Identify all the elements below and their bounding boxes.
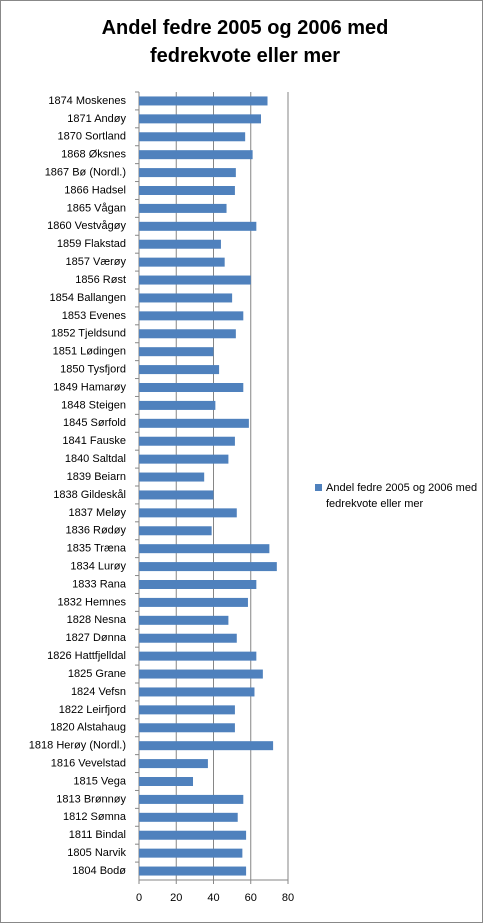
y-tick-label: 1840 Saltdal [65,453,126,465]
bar [139,436,235,446]
y-tick-label: 1815 Vega [73,775,126,787]
legend-swatch [315,484,322,491]
bar [139,150,253,160]
bar [139,454,229,464]
y-tick-label: 1834 Lurøy [70,560,126,572]
bar [139,257,225,267]
y-tick-label: 1868 Øksnes [61,149,126,161]
y-tick-label: 1857 Værøy [65,256,126,268]
bar [139,687,255,697]
y-tick-label: 1870 Sortland [58,131,127,143]
y-tick-label: 1853 Evenes [62,310,127,322]
y-tick-label: 1827 Dønna [65,632,126,644]
x-tick-label: 60 [245,892,257,904]
bar [139,526,212,536]
bar [139,723,235,733]
bar [139,705,235,715]
y-tick-label: 1852 Tjeldsund [51,328,126,340]
y-tick-label: 1851 Lødingen [53,346,126,358]
y-tick-label: 1820 Alstahaug [50,722,126,734]
y-tick-label: 1874 Moskenes [48,95,126,107]
y-tick-label: 1832 Hemnes [58,596,127,608]
bar [139,203,227,213]
bar [139,544,270,554]
y-tick-label: 1822 Leirfjord [59,704,126,716]
bar [139,311,244,321]
bar [139,132,246,142]
y-tick-label: 1816 Vevelstad [51,757,126,769]
y-tick-label: 1849 Hamarøy [53,381,126,393]
x-tick-label: 20 [170,892,182,904]
bar [139,812,238,822]
bar [139,347,214,357]
x-tick-label: 0 [136,892,142,904]
bar [139,562,277,572]
bar [139,275,251,285]
y-tick-label: 1848 Steigen [61,399,126,411]
bar [139,168,236,178]
y-tick-label: 1837 Meløy [69,507,127,519]
y-tick-label: 1812 Sømna [63,811,127,823]
bar [139,186,235,195]
y-tick-label: 1866 Hadsel [64,184,126,196]
bar [139,239,221,249]
chart-title: Andel fedre 2005 og 2006 med fedrekvote … [101,17,389,67]
y-tick-label: 1838 Gildeskål [53,489,126,501]
y-tick-label: 1833 Rana [72,578,127,590]
bar [139,669,263,679]
y-tick-label: 1828 Nesna [67,614,127,626]
bar [139,221,257,231]
y-tick-label: 1841 Fauske [62,435,126,447]
bar [139,866,247,876]
bar [139,830,247,840]
y-tick-label: 1824 Vefsn [71,686,126,698]
y-tick-label: 1871 Andøy [67,113,126,125]
bar [139,114,261,124]
y-tick-label: 1825 Grane [68,668,126,680]
bar [139,418,249,428]
y-tick-label: 1811 Bindal [69,829,126,841]
bar [139,848,243,858]
bar [139,615,229,625]
bar [139,293,233,303]
y-tick-label: 1865 Vågan [67,202,126,214]
y-tick-label: 1859 Flakstad [57,238,126,250]
bar [139,580,257,589]
bar [139,777,194,786]
bar [139,490,214,500]
bar [139,472,205,482]
bar [139,365,220,375]
y-tick-label: 1804 Bodø [72,865,126,877]
x-tick-label: 80 [282,892,294,904]
y-tick-label: 1805 Narvik [67,847,126,859]
bar [139,633,237,643]
bar [139,96,268,106]
legend-label: Andel fedre 2005 og 2006 med fedrekvote … [326,482,478,510]
bar [139,383,244,392]
y-tick-label: 1850 Tysfjord [60,363,126,375]
bar [139,759,208,769]
y-tick-label: 1839 Beiarn [67,471,126,483]
y-tick-label: 1835 Træna [67,543,127,555]
y-tick-label: 1856 Røst [75,274,126,286]
y-tick-label: 1836 Rødøy [65,525,126,537]
bar [139,794,244,804]
y-tick-label: 1813 Brønnøy [56,793,126,805]
bar [139,651,257,661]
y-tick-label: 1860 Vestvågøy [47,220,126,232]
y-tick-label: 1845 Sørfold [63,417,126,429]
y-tick-label: 1854 Ballangen [50,292,126,304]
x-tick-label: 40 [207,892,219,904]
y-tick-label: 1826 Hattfjelldal [47,650,126,662]
bar [139,597,248,607]
y-tick-label: 1818 Herøy (Nordl.) [29,740,126,752]
bar [139,329,236,339]
bar [139,400,216,410]
y-tick-label: 1867 Bø (Nordl.) [45,166,126,178]
bar [139,508,237,518]
bar [139,741,274,751]
